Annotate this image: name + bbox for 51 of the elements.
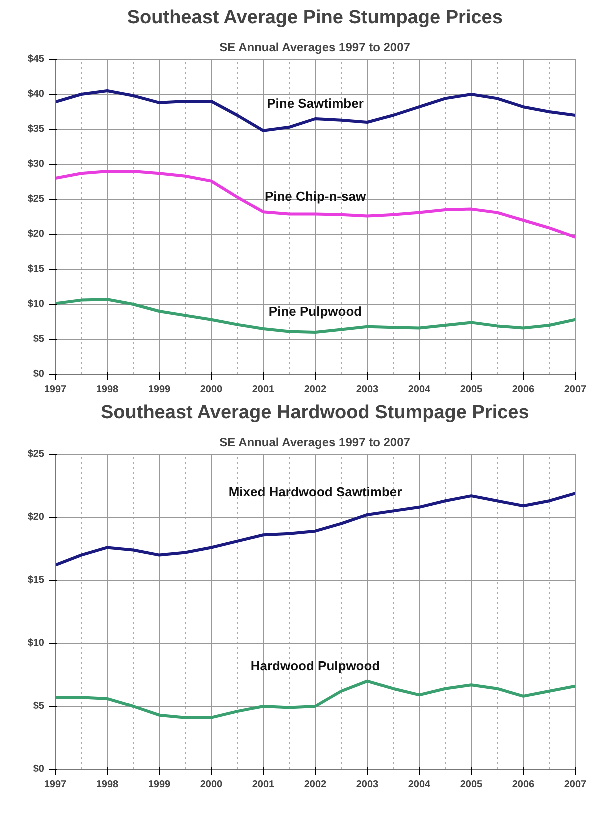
- line-series: [56, 680, 576, 720]
- x-tick-label: 1999: [148, 384, 172, 396]
- x-tick-label: 2000: [200, 780, 224, 790]
- line-series: [56, 298, 576, 334]
- series-label: Hardwood Pulpwood: [250, 658, 380, 674]
- x-tick-label: 1998: [96, 780, 120, 790]
- chart-subtitle: SE Annual Averages 1997 to 2007: [220, 436, 411, 450]
- x-tick-label: 2003: [356, 384, 380, 396]
- y-tick-label: $25: [28, 194, 45, 205]
- y-tick-label: $40: [28, 89, 45, 100]
- x-tick-label: 2003: [356, 780, 380, 790]
- y-tick-label: $45: [28, 54, 45, 65]
- x-tick-label: 2001: [252, 780, 276, 790]
- x-tick-label: 2002: [304, 780, 328, 790]
- x-tick-label: 1997: [44, 780, 68, 790]
- x-tick-label: 1999: [148, 780, 172, 790]
- x-tick-label: 2005: [460, 384, 484, 396]
- series-label: Pine Chip-n-saw: [264, 189, 367, 204]
- y-tick-label: $0: [33, 369, 45, 380]
- y-tick-label: $5: [33, 701, 45, 712]
- x-tick-label: 2006: [512, 384, 536, 396]
- x-tick-label: 2006: [512, 780, 536, 790]
- y-tick-label: $0: [33, 764, 45, 775]
- y-tick-label: $10: [28, 299, 45, 310]
- x-tick-label: 2004: [408, 780, 432, 790]
- x-tick-label: 2007: [564, 780, 588, 790]
- line-series: [56, 90, 576, 132]
- y-tick-label: $10: [28, 638, 45, 649]
- line-series: [56, 170, 576, 239]
- x-tick-label: 2002: [304, 384, 328, 396]
- x-tick-label: 2000: [200, 384, 224, 396]
- x-tick-label: 2004: [408, 384, 432, 396]
- chart-subtitle: SE Annual Averages 1997 to 2007: [220, 40, 411, 54]
- y-tick-label: $5: [33, 334, 45, 345]
- y-tick-label: $20: [28, 229, 45, 240]
- x-tick-label: 1998: [96, 384, 120, 396]
- series-label: Pine Pulpwood: [268, 304, 362, 319]
- y-tick-label: $20: [28, 512, 45, 523]
- chart-title: Southeast Average Hardwood Stumpage Prices: [100, 402, 530, 424]
- x-tick-label: 2001: [252, 384, 276, 396]
- y-tick-label: $30: [28, 159, 45, 170]
- x-tick-label: 2005: [460, 780, 484, 790]
- y-tick-label: $35: [28, 124, 45, 135]
- y-tick-label: $15: [28, 264, 45, 275]
- series-label: Mixed Hardwood Sawtimber: [228, 484, 402, 500]
- chart-title: Southeast Average Pine Stumpage Prices: [127, 8, 503, 28]
- y-tick-label: $25: [28, 449, 45, 460]
- y-tick-label: $15: [28, 575, 45, 586]
- x-tick-label: 2007: [564, 384, 588, 396]
- x-tick-label: 1997: [44, 384, 68, 396]
- series-label: Pine Sawtimber: [267, 96, 364, 111]
